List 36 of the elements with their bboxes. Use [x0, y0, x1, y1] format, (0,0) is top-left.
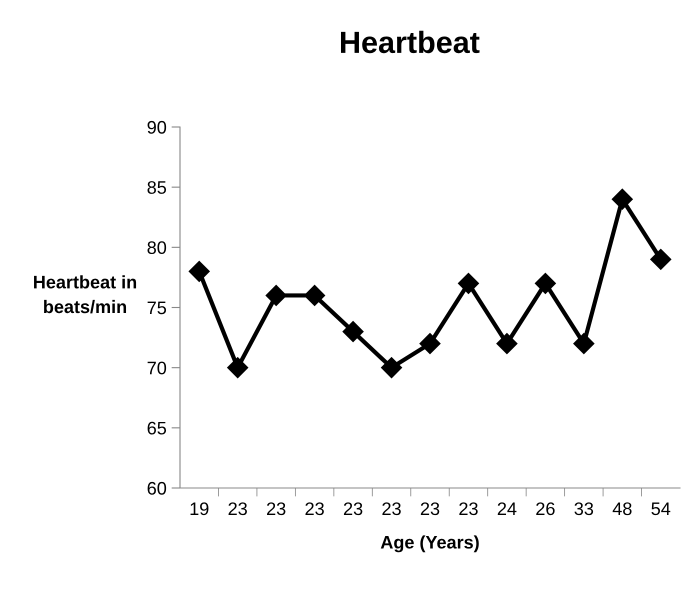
- x-tick-label: 23: [420, 502, 440, 516]
- x-tick-label: 23: [459, 502, 478, 516]
- point: [227, 357, 248, 378]
- point: [573, 333, 594, 354]
- y-tick-label: 90: [148, 120, 166, 134]
- point: [419, 333, 441, 354]
- x-tick-label: 48: [612, 502, 632, 516]
- point: [188, 260, 210, 282]
- point: [496, 333, 518, 354]
- x-axis-title: Age (Years): [380, 535, 479, 552]
- x-tick-label: 33: [574, 502, 594, 516]
- x-tick-label: 23: [305, 502, 324, 516]
- x-tick-label: 23: [267, 502, 286, 516]
- x-tick-label: 23: [228, 502, 247, 516]
- x-tick-label: 23: [344, 502, 362, 516]
- point: [381, 357, 402, 378]
- y-tick-label: 65: [148, 422, 166, 435]
- y-tick-label: 85: [148, 181, 166, 194]
- x-tick-label: 19: [190, 502, 208, 516]
- point: [612, 188, 633, 210]
- x-tick-label: 54: [651, 502, 670, 516]
- y-axis-title: Heartbeat in beats/min: [34, 275, 136, 314]
- point: [266, 284, 287, 306]
- x-tick-label: 23: [382, 502, 401, 516]
- y-tick-label: 80: [148, 241, 166, 254]
- point: [304, 284, 326, 306]
- x-tick-label: 26: [536, 502, 555, 516]
- point: [458, 272, 479, 294]
- point: [342, 321, 364, 342]
- chart-title: Heartbeat: [340, 30, 480, 54]
- point: [534, 272, 556, 294]
- x-tick-label: 24: [498, 502, 516, 515]
- y-tick-label: 75: [148, 302, 166, 314]
- y-tick-label: 60: [148, 482, 166, 495]
- y-tick-label: 70: [148, 362, 166, 374]
- point: [650, 248, 672, 270]
